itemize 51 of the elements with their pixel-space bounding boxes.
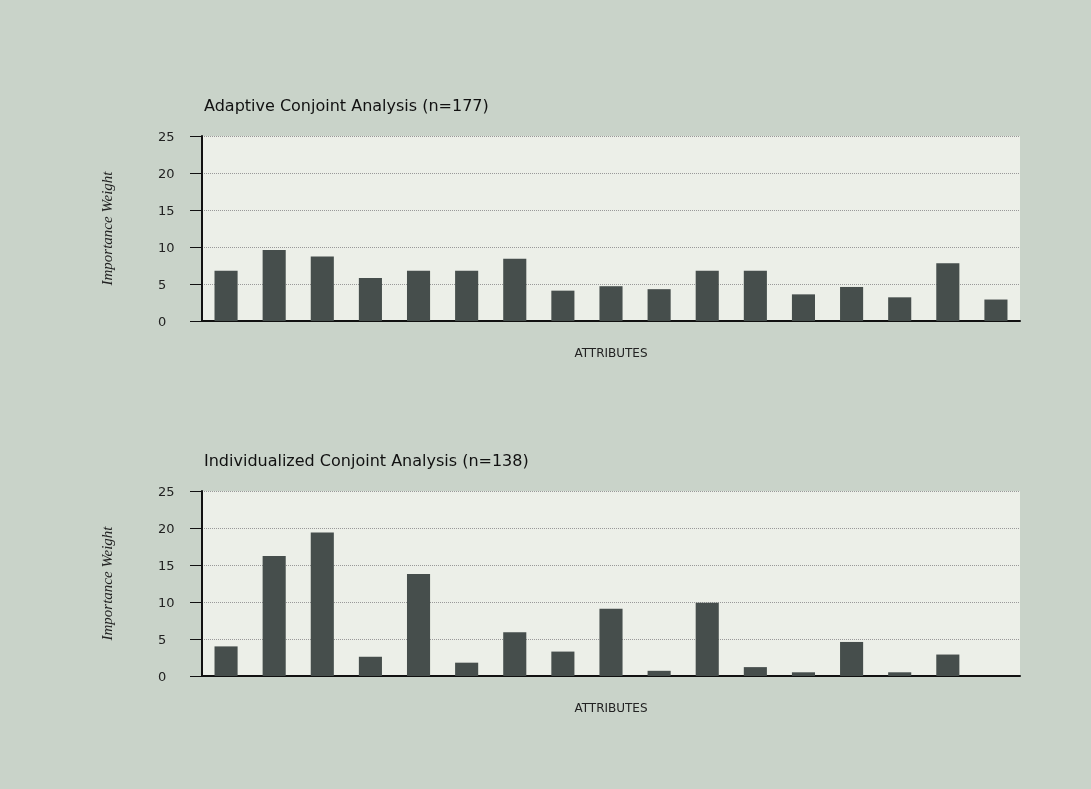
- chart-title: Individualized Conjoint Analysis (n=138): [204, 450, 529, 470]
- bar: [310, 256, 334, 321]
- x-axis-title: ATTRIBUTES: [574, 346, 648, 360]
- bar: [695, 270, 719, 321]
- bar: [262, 249, 286, 321]
- y-tick-label: 5: [158, 276, 167, 292]
- y-axis-title: Importance Weight: [98, 525, 115, 642]
- bar: [791, 294, 816, 321]
- y-tick-label: 25: [158, 483, 175, 499]
- y-tick-label: 0: [158, 668, 167, 684]
- bar: [455, 662, 479, 676]
- bar: [647, 670, 671, 676]
- y-tick-label: 10: [158, 594, 175, 610]
- bar: [214, 270, 238, 321]
- bar: [503, 258, 527, 321]
- bar: [358, 656, 382, 676]
- bar: [358, 278, 382, 321]
- y-tick-label: 20: [158, 520, 175, 536]
- bar: [406, 270, 431, 321]
- bar: [455, 270, 479, 321]
- bar: [936, 654, 960, 676]
- bar: [936, 263, 960, 321]
- bar: [791, 672, 816, 676]
- y-tick-label: 15: [158, 557, 175, 573]
- y-tick-label: 25: [158, 128, 175, 144]
- bar: [743, 270, 767, 321]
- bar: [551, 290, 575, 321]
- bar: [888, 672, 912, 676]
- bar: [503, 632, 527, 676]
- y-tick-label: 20: [158, 165, 175, 181]
- bar: [599, 608, 623, 676]
- bar: [840, 641, 864, 676]
- chart-title: Adaptive Conjoint Analysis (n=177): [204, 95, 489, 115]
- bar: [743, 667, 767, 676]
- bar: [406, 573, 431, 676]
- bar: [840, 286, 864, 321]
- y-tick-label: 10: [158, 239, 175, 255]
- y-axis-title: Importance Weight: [98, 170, 115, 287]
- bar: [599, 286, 623, 321]
- x-axis-title: ATTRIBUTES: [574, 701, 648, 715]
- bar: [214, 646, 238, 676]
- bar: [888, 297, 912, 321]
- y-tick-label: 15: [158, 202, 175, 218]
- bar: [647, 289, 671, 321]
- bar: [984, 299, 1008, 321]
- y-tick-label: 5: [158, 631, 167, 647]
- y-tick-label: 0: [158, 313, 167, 329]
- bar: [262, 556, 286, 676]
- bar: [695, 602, 719, 676]
- bar: [310, 532, 334, 676]
- bar: [551, 651, 575, 676]
